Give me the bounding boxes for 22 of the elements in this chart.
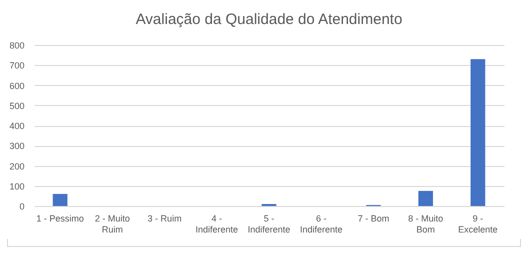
x-tick-label: 8 - Muito Bom (408, 214, 444, 234)
x-tick-label: 1 - Pessimo (36, 214, 84, 224)
bar (52, 194, 68, 206)
chart-title: Avaliação da Qualidade do Atendimento (136, 11, 402, 28)
x-tick-label: 6 - Indiferente (300, 214, 342, 234)
x-tick-label: 7 - Bom (358, 214, 390, 224)
y-tick-label: 700 (9, 60, 24, 71)
x-tick-label: 4 - Indiferente (196, 214, 238, 234)
y-tick-label: 300 (9, 141, 24, 152)
x-tick-label: 2 - Muito Ruim (94, 214, 130, 234)
y-tick-label: 400 (9, 121, 24, 131)
y-tick-label: 500 (9, 100, 24, 111)
x-tick-label: 5 - Indiferente (248, 214, 290, 234)
x-tick-label: 9 - Excelente (458, 214, 498, 234)
x-tick-label: 3 - Ruim (148, 214, 182, 224)
y-tick-label: 0 (19, 202, 24, 212)
y-tick-label: 200 (9, 161, 24, 172)
y-tick-label: 100 (9, 181, 24, 192)
bar (470, 59, 486, 206)
bar (418, 190, 433, 206)
y-tick-label: 600 (9, 80, 24, 91)
y-tick-label: 800 (9, 40, 24, 50)
